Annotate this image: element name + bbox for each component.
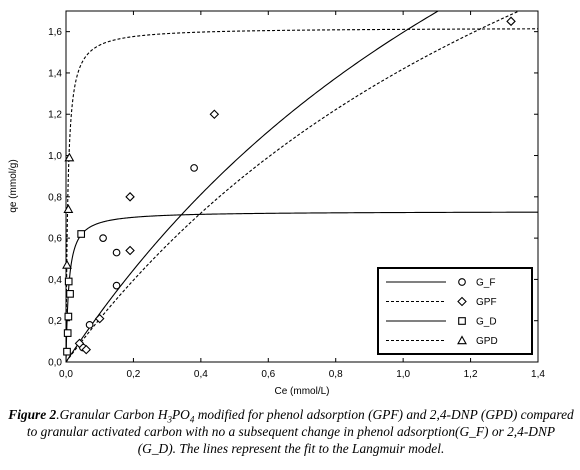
x-tick-label: 0,2 — [126, 369, 140, 380]
data-point-gpf — [125, 245, 135, 256]
x-tick-label: 1,0 — [396, 369, 410, 380]
legend-marker-g-d — [458, 317, 466, 325]
legend-label-gpd: GPD — [476, 336, 498, 347]
data-point-g-f — [85, 320, 94, 329]
fit-curves — [66, 11, 538, 362]
y-tick-label: 0,6 — [48, 234, 62, 245]
data-markers — [62, 16, 516, 356]
y-tick-label: 1,4 — [48, 68, 62, 79]
x-axis-ticks: 0,0 0,2 0,4 0,6 0,8 1,0 1,2 1,4 — [59, 11, 545, 380]
legend: G_F GPF G_D GPD — [377, 267, 533, 355]
legend-marker-gpd — [457, 335, 467, 345]
plot-frame — [65, 10, 539, 363]
caption-text-c: modified for phenol adsorption (GPF) and… — [26, 407, 574, 456]
x-tick-label: 1,4 — [531, 369, 545, 380]
data-point-g-d — [64, 277, 73, 286]
data-point-gpf — [125, 192, 135, 202]
y-axis-title: qe (mmol/g) — [8, 159, 19, 212]
data-point-g-d — [63, 329, 72, 337]
y-tick-label: 0,2 — [48, 316, 62, 327]
data-point-g-f — [190, 164, 198, 172]
data-point-g-f — [112, 281, 121, 290]
data-point-g-f — [99, 234, 107, 242]
legend-marker-gpf — [457, 296, 467, 307]
data-point-gpd — [64, 152, 75, 162]
caption-text-a: .Granular Carbon H — [56, 407, 168, 422]
caption-text-b: PO — [172, 407, 190, 422]
legend-label-g-d: G_D — [476, 317, 497, 328]
data-point-g-d — [64, 312, 73, 321]
data-point-gpf — [506, 16, 516, 27]
legend-label-gpf: GPF — [476, 297, 497, 308]
data-point-gpf — [94, 313, 105, 324]
fit-curve-g-d — [66, 211, 538, 362]
data-point-g-f — [112, 248, 121, 257]
data-point-g-d — [63, 347, 71, 356]
fit-curve-gpd — [66, 28, 538, 362]
x-tick-label: 1,2 — [464, 369, 478, 380]
legend-label-g-f: G_F — [476, 278, 495, 289]
caption-lead: Figure 2 — [8, 407, 57, 422]
y-tick-label: 1,2 — [48, 110, 62, 121]
fit-curve-g-f — [66, 11, 440, 362]
fit-curve-gpf — [66, 11, 521, 362]
data-point-gpf — [209, 109, 220, 120]
y-axis-ticks: 0,0 0,2 0,4 0,6 0,8 1,0 1,2 1,4 1,6 — [48, 27, 538, 369]
x-tick-label: 0,6 — [261, 369, 275, 380]
data-point-gpd — [62, 259, 72, 269]
x-tick-label: 0,4 — [194, 369, 208, 380]
y-tick-label: 1,0 — [48, 151, 62, 162]
caption-sub-4: 4 — [189, 414, 195, 425]
isotherm-chart: 0,0 0,2 0,4 0,6 0,8 1,0 1,2 1,4 0,0 0,2 0,4 0,6 0,8… — [8, 10, 545, 397]
data-point-gpf — [74, 338, 85, 349]
x-tick-label: 0,8 — [329, 369, 343, 380]
y-tick-label: 0,0 — [48, 358, 62, 369]
legend-marker-g-f — [458, 278, 466, 286]
data-point-gpf — [81, 344, 92, 355]
y-tick-label: 0,8 — [48, 192, 62, 203]
y-tick-label: 0,4 — [48, 275, 62, 286]
caption-sub-3: 3 — [167, 414, 173, 425]
data-point-g-d — [66, 290, 74, 298]
x-axis-title: Ce (mmol/L) — [274, 386, 329, 397]
x-tick-label: 0,0 — [59, 369, 73, 380]
figure-caption: Figure 2.Granular Carbon H3PO4 modified … — [8, 406, 574, 457]
legend-box — [377, 267, 533, 355]
data-point-gpd — [63, 204, 74, 213]
y-tick-label: 1,6 — [48, 27, 62, 38]
data-point-g-d — [77, 230, 86, 238]
